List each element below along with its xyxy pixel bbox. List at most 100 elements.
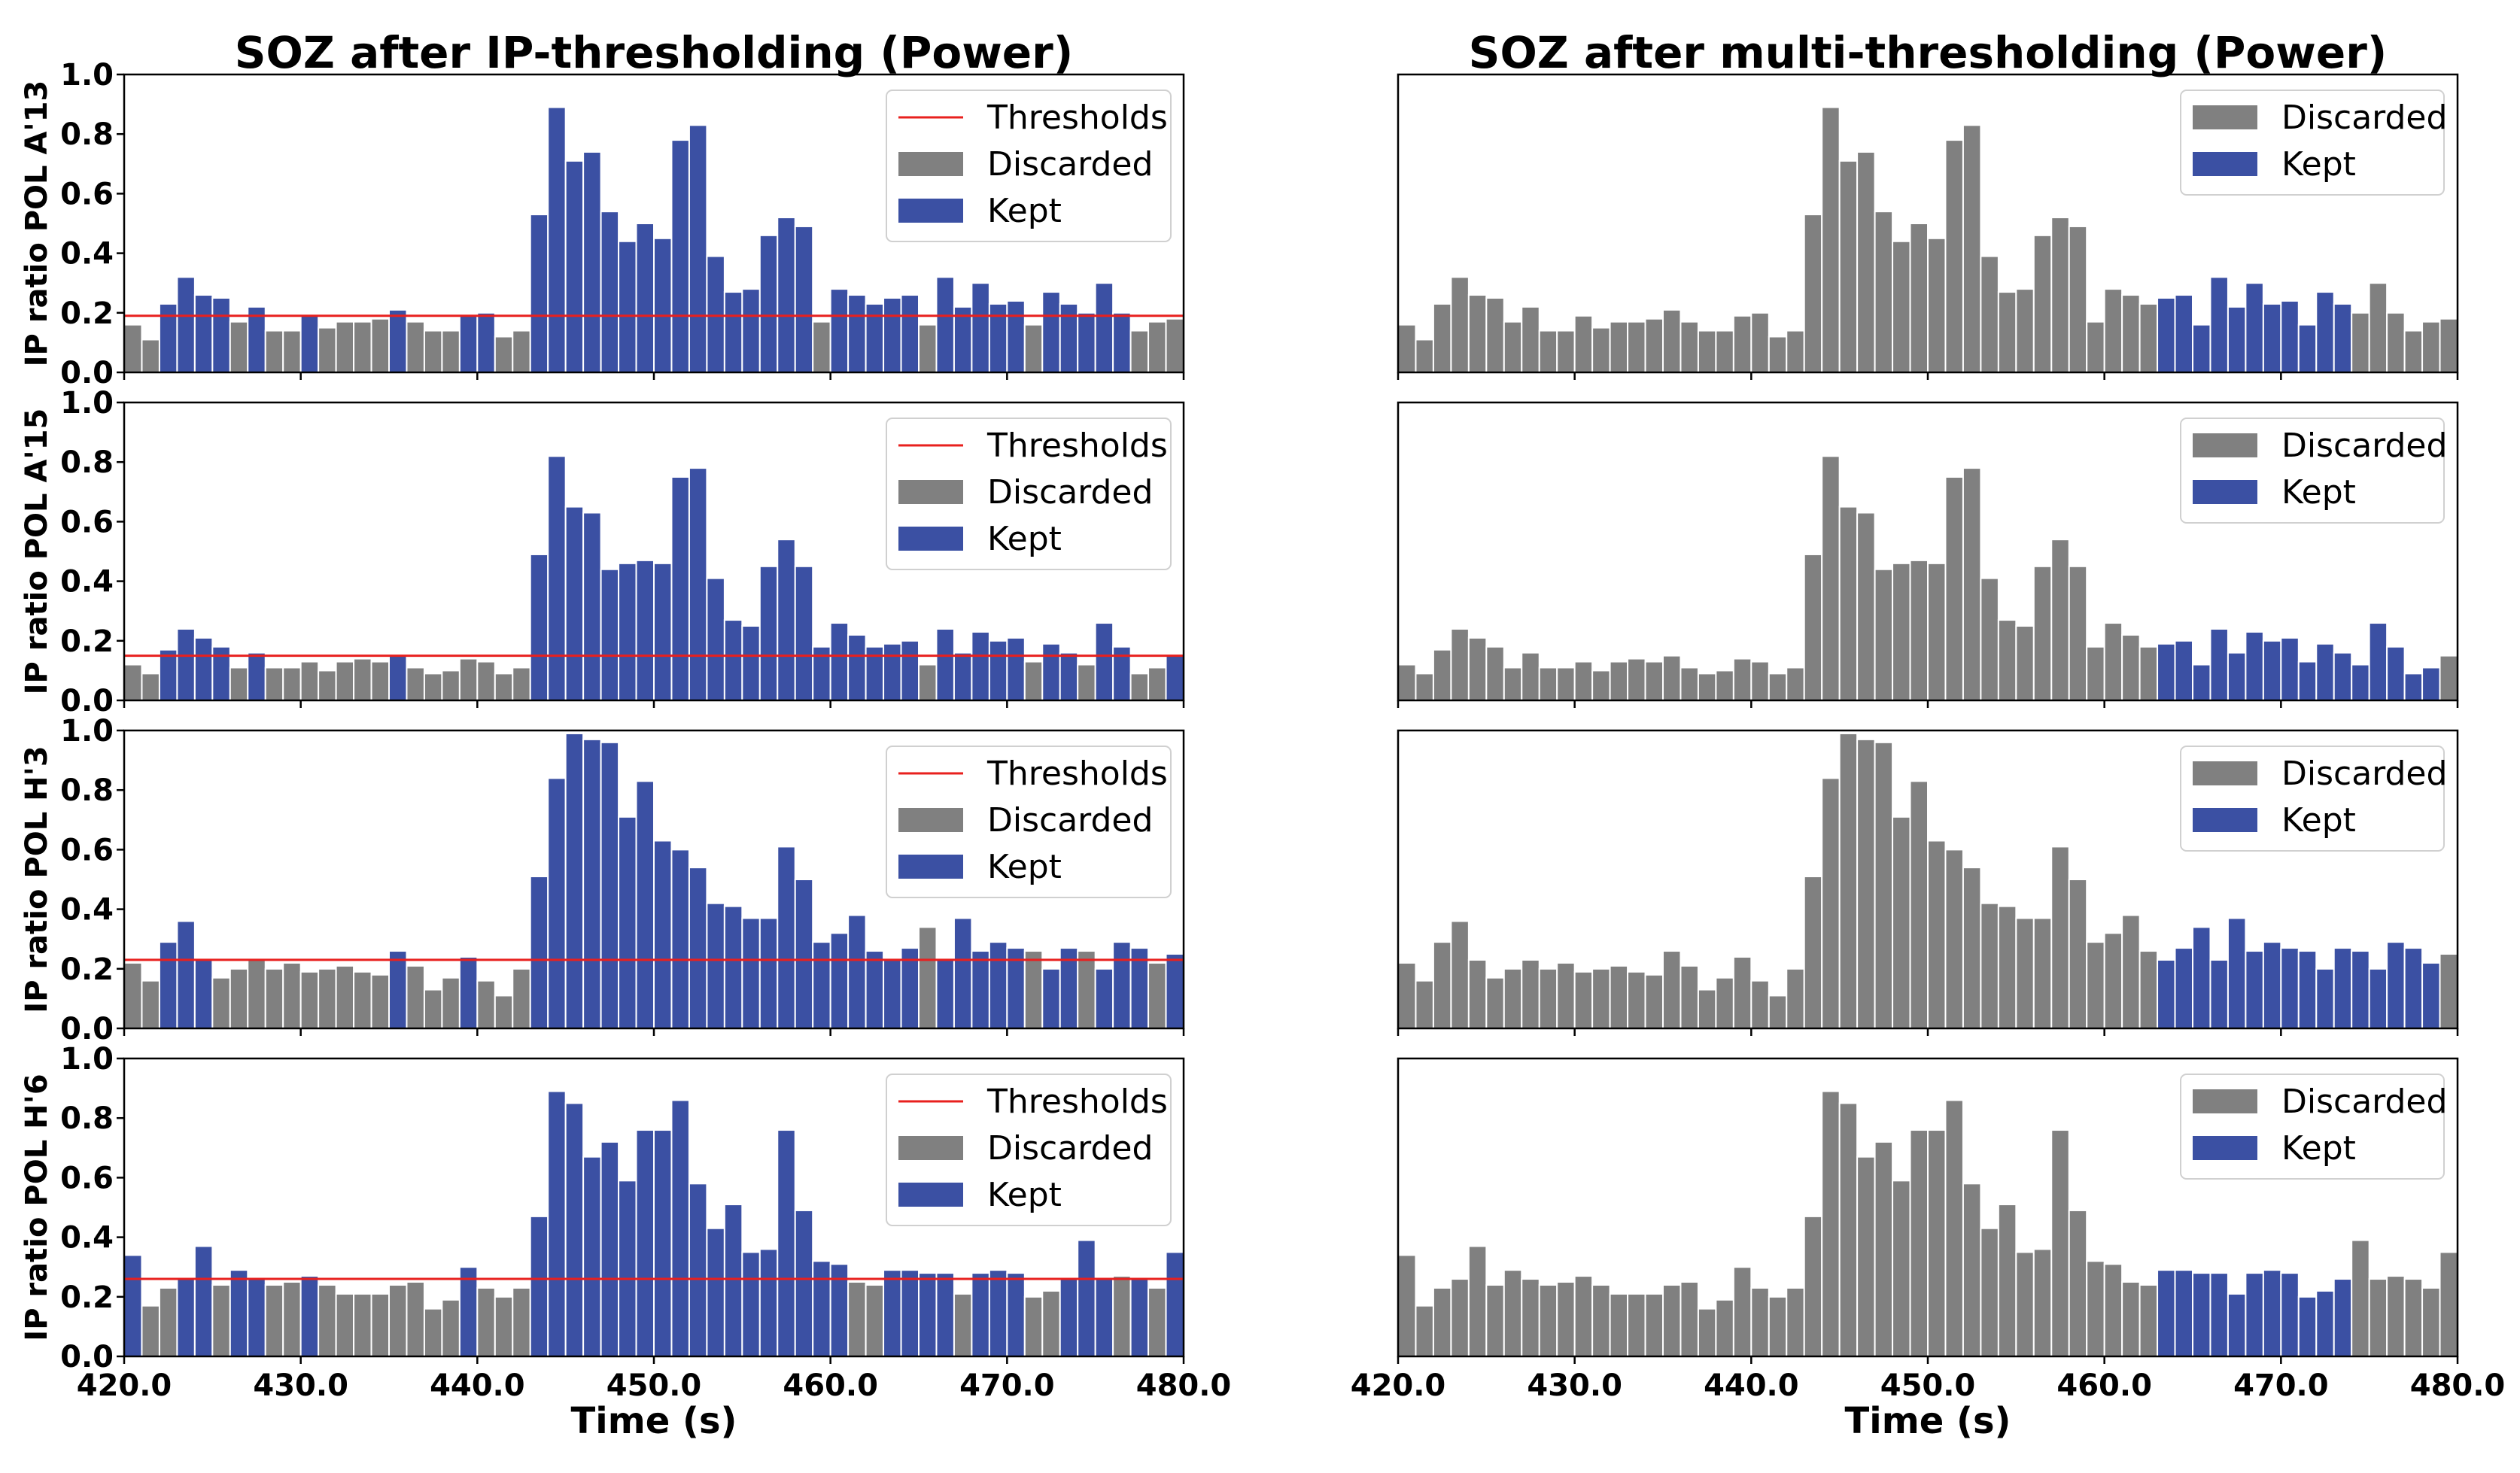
bar-discarded (1077, 950, 1096, 1030)
x-tick-label: 460.0 (2056, 1368, 2152, 1403)
bar-discarded (1803, 553, 1823, 702)
bar-discarded (1803, 214, 1823, 373)
bar-discarded (2439, 1251, 2459, 1358)
legend: Thresholds Discarded Kept (886, 418, 1172, 570)
bar-kept (529, 214, 549, 373)
bar-kept (193, 294, 214, 374)
bar-kept (582, 150, 602, 374)
bar-kept (2157, 642, 2176, 702)
bar-discarded (865, 1283, 885, 1357)
bar-discarded (1768, 1295, 1788, 1358)
bar-discarded (1397, 1254, 1417, 1357)
bar-kept (883, 958, 902, 1030)
bar-kept (564, 1102, 585, 1358)
bar-discarded (335, 320, 355, 373)
bar-discarded (494, 673, 514, 701)
x-tick-label: 430.0 (1527, 1368, 1622, 1403)
bar-kept (1077, 311, 1096, 373)
bar-discarded (1591, 326, 1611, 374)
bar-discarded (1397, 664, 1417, 701)
bar-discarded (353, 970, 372, 1030)
bar-discarded (1856, 150, 1876, 374)
bar-discarded (1944, 476, 1964, 701)
bar-kept (2262, 639, 2282, 701)
bar-discarded (1856, 1156, 1876, 1358)
bar-kept (2227, 1292, 2247, 1357)
bar-discarded (1821, 106, 1841, 373)
legend-discarded-label: Discarded (2281, 755, 2447, 793)
bar-discarded (1397, 323, 1417, 374)
bar-kept (758, 917, 779, 1029)
bar-discarded (1927, 840, 1947, 1030)
bar-discarded (1997, 1204, 2017, 1358)
bar-kept (2421, 961, 2441, 1030)
y-tick-label: 0.4 (60, 1221, 114, 1256)
bar-discarded (229, 967, 249, 1030)
bar-kept (2297, 661, 2318, 702)
bar-kept (176, 1278, 196, 1358)
bar-kept (2403, 673, 2424, 701)
y-tick-label: 0.2 (60, 952, 114, 987)
bar-discarded (2068, 565, 2088, 701)
bar-kept (176, 276, 196, 373)
bar-discarded (1485, 976, 1505, 1030)
bar-discarded (512, 330, 531, 373)
bar-kept (971, 1272, 990, 1357)
bar-discarded (1856, 512, 1876, 702)
bar-discarded (1432, 302, 1452, 374)
bar-kept (688, 467, 708, 701)
bar-discarded (1962, 124, 1982, 373)
bar-discarded (2351, 1239, 2370, 1358)
bar-discarded (476, 979, 496, 1030)
bar-kept (2227, 917, 2247, 1029)
bar-kept (971, 282, 990, 374)
bar-discarded (1644, 1292, 1664, 1357)
bar-kept (723, 619, 743, 702)
bar-discarded (123, 323, 143, 374)
bar-discarded (2139, 950, 2159, 1030)
bar-discarded (1962, 867, 1982, 1030)
bar-discarded (247, 958, 266, 1030)
bar-kept (1112, 941, 1132, 1030)
bar-kept (600, 568, 620, 702)
subplot-2-ip: 0.0 0.2 0.4 0.6 0.8 1.0IP ratio POL A'15 Thres… (20, 386, 1185, 718)
bar-kept (158, 648, 178, 701)
bar-kept (1041, 291, 1061, 373)
bar-discarded (264, 1283, 284, 1357)
bar-kept (2386, 941, 2406, 1030)
legend-discarded-swatch (2193, 761, 2257, 785)
bar-kept (1165, 953, 1185, 1029)
bar-discarded (1750, 1286, 1770, 1358)
bar-discarded (1679, 667, 1699, 702)
bar-discarded (2103, 288, 2123, 373)
bar-kept (635, 223, 655, 373)
bar-kept (953, 917, 973, 1029)
bar-discarded (1450, 920, 1470, 1029)
bar-kept (2280, 299, 2300, 373)
bar-discarded (2103, 932, 2123, 1030)
bar-discarded (2086, 645, 2105, 701)
legend-kept-swatch (898, 1183, 963, 1207)
bar-discarded (1786, 967, 1805, 1030)
bar-discarded (2068, 1209, 2088, 1357)
bar-discarded (1838, 1102, 1859, 1358)
y-tick-label: 0.4 (60, 565, 114, 600)
bar-kept (2351, 664, 2370, 701)
bar-kept (918, 1272, 938, 1357)
bar-kept (2209, 958, 2229, 1030)
bar-discarded (282, 330, 302, 373)
y-tick-label: 0.0 (60, 1012, 114, 1046)
bar-discarded (370, 1292, 390, 1357)
bar-discarded (353, 320, 372, 373)
bar-discarded (2403, 330, 2424, 373)
bar-discarded (1962, 467, 1982, 701)
bar-kept (935, 276, 955, 373)
bar-discarded (318, 326, 337, 374)
x-tick-label: 440.0 (430, 1368, 525, 1403)
bar-kept (953, 651, 973, 702)
y-tick-label: 0.0 (60, 684, 114, 718)
bar-discarded (141, 339, 160, 374)
bar-kept (2192, 1272, 2211, 1357)
bar-discarded (1715, 1298, 1734, 1358)
bar-kept (812, 1260, 831, 1358)
